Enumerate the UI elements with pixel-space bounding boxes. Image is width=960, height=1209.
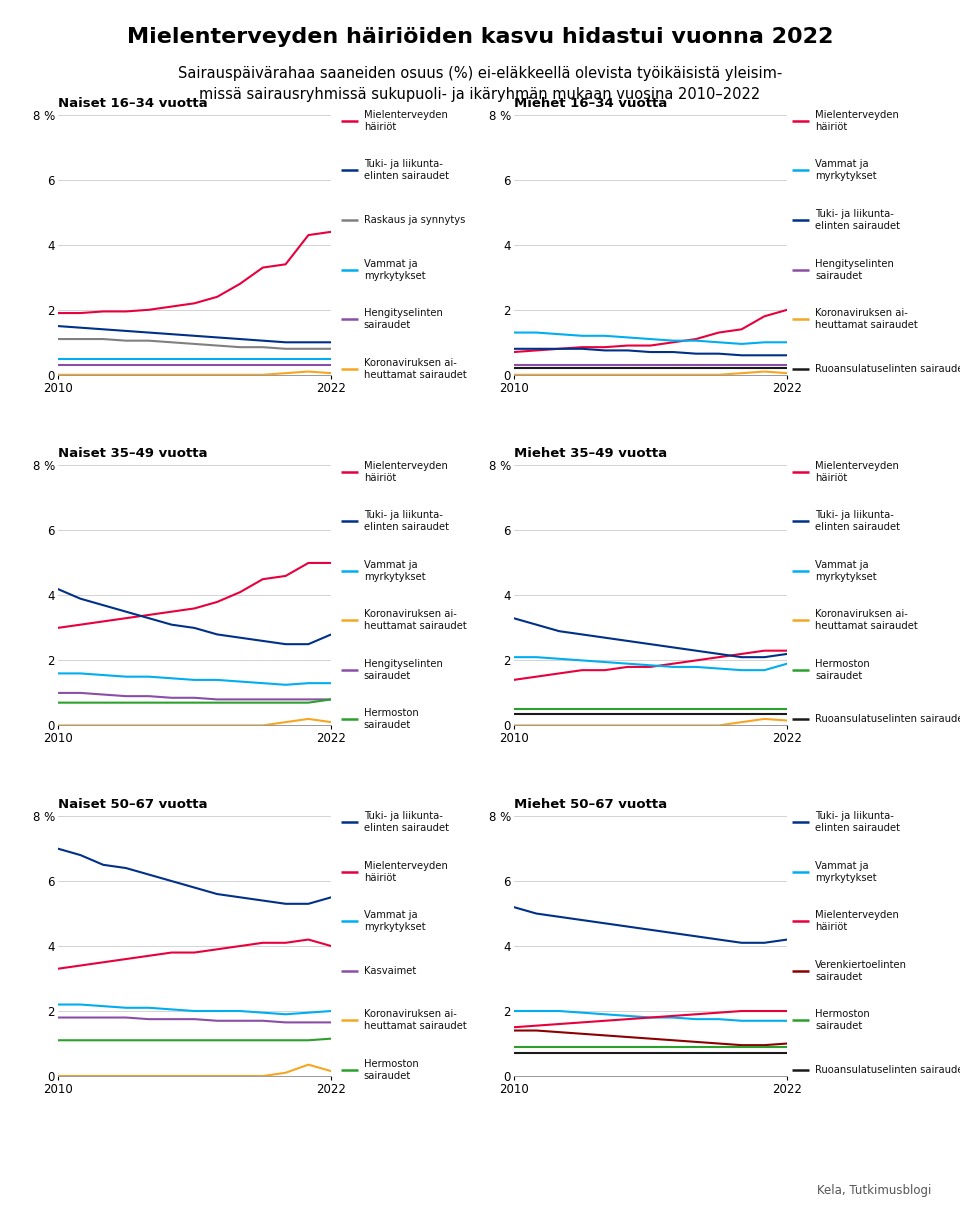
Text: Hermoston
sairaudet: Hermoston sairaudet	[364, 1059, 419, 1081]
Text: Koronaviruksen ai-
heuttamat sairaudet: Koronaviruksen ai- heuttamat sairaudet	[364, 358, 467, 380]
Text: Ruoansulatuselinten sairaudet: Ruoansulatuselinten sairaudet	[815, 1065, 960, 1075]
Text: Koronaviruksen ai-
heuttamat sairaudet: Koronaviruksen ai- heuttamat sairaudet	[815, 308, 918, 330]
Text: Koronaviruksen ai-
heuttamat sairaudet: Koronaviruksen ai- heuttamat sairaudet	[364, 1010, 467, 1031]
Text: Kasvaimet: Kasvaimet	[364, 966, 416, 976]
Text: Hermoston
sairaudet: Hermoston sairaudet	[364, 708, 419, 730]
Text: Hengityselinten
sairaudet: Hengityselinten sairaudet	[364, 659, 443, 681]
Text: Hermoston
sairaudet: Hermoston sairaudet	[815, 659, 870, 681]
Text: Tuki- ja liikunta-
elinten sairaudet: Tuki- ja liikunta- elinten sairaudet	[364, 510, 449, 532]
Text: Tuki- ja liikunta-
elinten sairaudet: Tuki- ja liikunta- elinten sairaudet	[815, 209, 900, 231]
Text: Tuki- ja liikunta-
elinten sairaudet: Tuki- ja liikunta- elinten sairaudet	[364, 160, 449, 181]
Text: Tuki- ja liikunta-
elinten sairaudet: Tuki- ja liikunta- elinten sairaudet	[815, 811, 900, 833]
Text: Tuki- ja liikunta-
elinten sairaudet: Tuki- ja liikunta- elinten sairaudet	[815, 510, 900, 532]
Text: Kela, Tutkimusblogi: Kela, Tutkimusblogi	[817, 1184, 931, 1197]
Text: Verenkiertoelinten
sairaudet: Verenkiertoelinten sairaudet	[815, 960, 907, 982]
Text: Hengityselinten
sairaudet: Hengityselinten sairaudet	[364, 308, 443, 330]
Text: Miehet 16–34 vuotta: Miehet 16–34 vuotta	[514, 97, 667, 110]
Text: Vammat ja
myrkytykset: Vammat ja myrkytykset	[815, 861, 876, 883]
Text: Vammat ja
myrkytykset: Vammat ja myrkytykset	[815, 160, 876, 181]
Text: Vammat ja
myrkytykset: Vammat ja myrkytykset	[364, 259, 425, 280]
Text: Sairauspäivärahaa saaneiden osuus (%) ei-eläkkeellä olevista työikäisistä yleisi: Sairauspäivärahaa saaneiden osuus (%) ei…	[178, 66, 782, 103]
Text: Naiset 35–49 vuotta: Naiset 35–49 vuotta	[58, 447, 207, 461]
Text: Naiset 16–34 vuotta: Naiset 16–34 vuotta	[58, 97, 207, 110]
Text: Vammat ja
myrkytykset: Vammat ja myrkytykset	[364, 560, 425, 582]
Text: Ruoansulatuselinten sairaudet: Ruoansulatuselinten sairaudet	[815, 715, 960, 724]
Text: Koronaviruksen ai-
heuttamat sairaudet: Koronaviruksen ai- heuttamat sairaudet	[364, 609, 467, 631]
Text: Hermoston
sairaudet: Hermoston sairaudet	[815, 1010, 870, 1031]
Text: Koronaviruksen ai-
heuttamat sairaudet: Koronaviruksen ai- heuttamat sairaudet	[815, 609, 918, 631]
Text: Miehet 35–49 vuotta: Miehet 35–49 vuotta	[514, 447, 667, 461]
Text: Hengityselinten
sairaudet: Hengityselinten sairaudet	[815, 259, 894, 280]
Text: Miehet 50–67 vuotta: Miehet 50–67 vuotta	[514, 798, 667, 811]
Text: Raskaus ja synnytys: Raskaus ja synnytys	[364, 215, 466, 225]
Text: Mielenterveyden
häiriöt: Mielenterveyden häiriöt	[364, 110, 447, 132]
Text: Ruoansulatuselinten sairaudet: Ruoansulatuselinten sairaudet	[815, 364, 960, 374]
Text: Mielenterveyden
häiriöt: Mielenterveyden häiriöt	[815, 110, 899, 132]
Text: Mielenterveyden
häiriöt: Mielenterveyden häiriöt	[364, 861, 447, 883]
Text: Vammat ja
myrkytykset: Vammat ja myrkytykset	[815, 560, 876, 582]
Text: Tuki- ja liikunta-
elinten sairaudet: Tuki- ja liikunta- elinten sairaudet	[364, 811, 449, 833]
Text: Vammat ja
myrkytykset: Vammat ja myrkytykset	[364, 910, 425, 932]
Text: Mielenterveyden
häiriöt: Mielenterveyden häiriöt	[815, 461, 899, 482]
Text: Mielenterveyden häiriöiden kasvu hidastui vuonna 2022: Mielenterveyden häiriöiden kasvu hidastu…	[127, 27, 833, 47]
Text: Mielenterveyden
häiriöt: Mielenterveyden häiriöt	[815, 910, 899, 932]
Text: Naiset 50–67 vuotta: Naiset 50–67 vuotta	[58, 798, 207, 811]
Text: Mielenterveyden
häiriöt: Mielenterveyden häiriöt	[364, 461, 447, 482]
